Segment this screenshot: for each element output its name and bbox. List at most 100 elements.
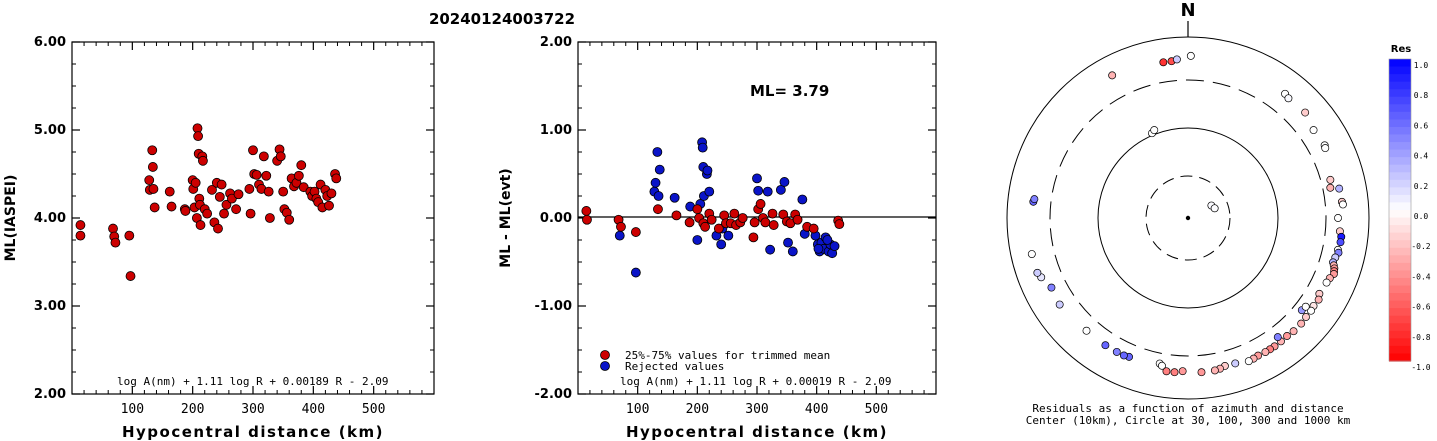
colorbar-title: Res bbox=[1391, 44, 1411, 55]
x-axis-label: Hypocentral distance (km) bbox=[626, 423, 888, 441]
azimuth-residual-panel: N Residuals as a function of azimuth and… bbox=[1006, 0, 1370, 427]
y-tick-label: 2.00 bbox=[34, 387, 66, 402]
station-point bbox=[264, 213, 275, 223]
rejected-point bbox=[692, 235, 703, 245]
station-point bbox=[326, 188, 337, 199]
colorbar-tick-label: 0.4 bbox=[1414, 152, 1429, 161]
accepted-point bbox=[749, 217, 760, 228]
colorbar-cell bbox=[1389, 187, 1411, 196]
y-axis-label: ML(IASPEI) bbox=[3, 175, 19, 262]
azimuth-point bbox=[1335, 184, 1344, 193]
station-point bbox=[293, 170, 304, 181]
accepted-point bbox=[692, 204, 703, 215]
colorbar-cell bbox=[1389, 285, 1411, 294]
station-point bbox=[75, 230, 86, 241]
station-point bbox=[231, 204, 242, 215]
rejected-point bbox=[783, 237, 793, 248]
residual-distance-panel: ML - ML(evt) Hypocentral distance (km) M… bbox=[498, 35, 937, 441]
station-point bbox=[216, 179, 227, 190]
colorbar-cell bbox=[1389, 149, 1411, 158]
rejected-point bbox=[829, 241, 840, 252]
colorbar-cell bbox=[1389, 345, 1411, 355]
accepted-point bbox=[792, 214, 803, 225]
station-point bbox=[202, 208, 213, 219]
accepted-point bbox=[630, 227, 641, 237]
accepted-point bbox=[808, 223, 819, 234]
accepted-point bbox=[748, 232, 759, 243]
azimuth-point bbox=[1338, 200, 1347, 209]
azimuth-point bbox=[1307, 306, 1315, 315]
ring-30km bbox=[1145, 175, 1231, 261]
azimuth-point bbox=[1302, 313, 1310, 321]
colorbar-tick-label: -1.0 bbox=[1411, 363, 1430, 372]
colorbar-cell bbox=[1389, 134, 1411, 143]
azimuth-point bbox=[1297, 319, 1306, 328]
azimuth-point bbox=[1197, 368, 1206, 377]
rejected-point bbox=[822, 235, 833, 245]
accepted-point bbox=[616, 221, 626, 232]
legend: 25%-75% values for trimmed mean Rejected… bbox=[600, 349, 830, 373]
azimuth-point bbox=[1301, 302, 1310, 311]
station-point bbox=[193, 131, 203, 142]
formula-annotation: log A(nm) + 1.11 log R + 0.00019 R - 2.0… bbox=[620, 375, 892, 388]
station-point bbox=[233, 189, 244, 200]
ml-summary: ML= 3.79 bbox=[750, 82, 829, 100]
colorbar-cell bbox=[1389, 225, 1411, 234]
ring-300km bbox=[1049, 79, 1327, 357]
colorbar-tick-label: -0.6 bbox=[1411, 303, 1430, 312]
accepted-point bbox=[737, 213, 748, 223]
azimuth-point bbox=[1289, 327, 1298, 336]
y-tick-label: 3.00 bbox=[34, 299, 66, 314]
colorbar-cell bbox=[1389, 308, 1411, 317]
station-point bbox=[244, 184, 255, 194]
residual-colorbar: Res 1.0 0.8 0.6 0.4 0.2 0.0 -0.2 -0.4 -0.6 -0.8 -1… bbox=[1388, 44, 1431, 372]
rejected-point bbox=[614, 230, 625, 241]
ml-summary-value: 3.79 bbox=[792, 82, 829, 100]
azimuth-point bbox=[1082, 326, 1091, 335]
station-point bbox=[125, 271, 136, 281]
azimuth-point bbox=[1321, 144, 1330, 153]
colorbar-cell bbox=[1389, 59, 1411, 68]
y-axis-label: ML - ML(evt) bbox=[498, 168, 514, 267]
colorbar-cell bbox=[1389, 126, 1411, 136]
station-point bbox=[149, 202, 160, 213]
colorbar-tick-label: 0.2 bbox=[1414, 182, 1429, 191]
colorbar-frame bbox=[1388, 58, 1412, 362]
station-point bbox=[221, 199, 232, 210]
colorbar-cell bbox=[1389, 119, 1411, 128]
rejected-point bbox=[702, 165, 713, 176]
colorbar-cell bbox=[1389, 142, 1411, 151]
colorbar-cell bbox=[1389, 240, 1411, 249]
azimuth-point bbox=[1261, 348, 1270, 356]
station-point bbox=[108, 223, 118, 234]
colorbar-cell bbox=[1389, 179, 1411, 188]
station-point bbox=[190, 177, 201, 188]
station-point bbox=[110, 237, 121, 248]
azimuth-point bbox=[1326, 183, 1335, 192]
accepted-point bbox=[767, 208, 778, 219]
station-point bbox=[251, 169, 262, 180]
azimuth-point bbox=[1244, 357, 1253, 366]
azimuth-point bbox=[1186, 51, 1195, 60]
caption-line-1: Residuals as a function of azimuth and d… bbox=[1032, 402, 1343, 415]
station-point bbox=[331, 173, 342, 184]
station-point bbox=[148, 184, 159, 194]
azimuth-point bbox=[1178, 367, 1187, 376]
y-tick-label: -2.00 bbox=[535, 387, 572, 402]
azimuth-point bbox=[1172, 55, 1181, 64]
legend-label-accepted: 25%-75% values for trimmed mean bbox=[625, 349, 830, 362]
x-tick-label: 400 bbox=[805, 402, 828, 417]
station-point bbox=[214, 191, 225, 202]
azimuth-point bbox=[1334, 214, 1342, 222]
colorbar-cell bbox=[1389, 338, 1411, 347]
station-point bbox=[245, 208, 256, 219]
azimuth-point bbox=[1030, 195, 1039, 204]
ml-summary-label: ML= bbox=[750, 82, 792, 100]
rejected-point bbox=[669, 192, 680, 203]
ring-100km bbox=[1097, 127, 1279, 309]
caption-line-2: Center (10km), Circle at 30, 100, 300 an… bbox=[1026, 414, 1351, 427]
accepted-point bbox=[834, 219, 845, 230]
colorbar-cell bbox=[1389, 96, 1411, 105]
azimuth-point bbox=[1101, 341, 1110, 350]
